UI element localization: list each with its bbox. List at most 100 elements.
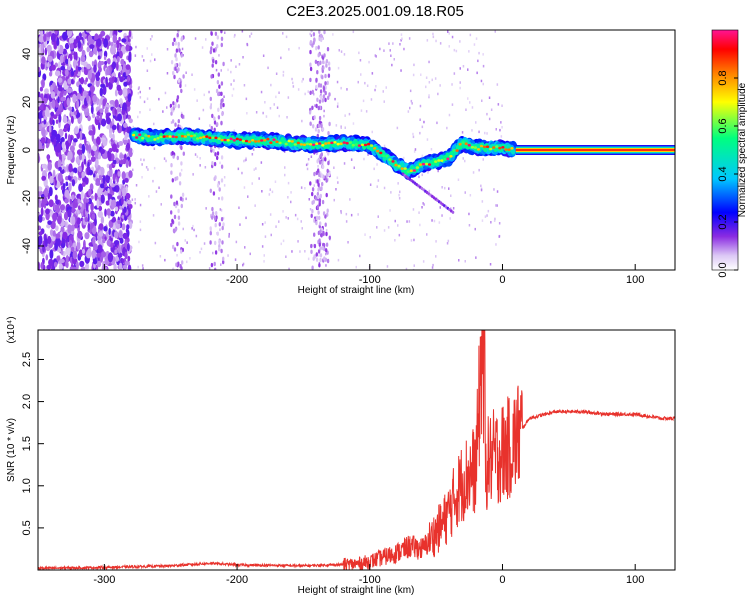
noise-blob — [318, 172, 321, 178]
noise-blob — [313, 115, 316, 120]
noise-blob — [97, 210, 104, 218]
noise-blob — [325, 264, 327, 267]
noise-blob — [119, 160, 125, 165]
noise-blob — [473, 43, 476, 46]
noise-blob — [87, 223, 91, 231]
noise-blob — [139, 203, 142, 207]
noise-blob — [201, 46, 204, 49]
noise-blob — [61, 141, 65, 149]
noise-blob — [96, 260, 102, 268]
noise-blob — [90, 202, 94, 212]
noise-blob — [309, 181, 312, 186]
noise-blob — [172, 267, 175, 270]
noise-blob — [235, 240, 238, 244]
noise-blob — [126, 224, 130, 230]
noise-blob — [343, 53, 346, 56]
noise-blob — [129, 84, 133, 90]
noise-blob — [191, 227, 193, 230]
noise-blob — [315, 220, 318, 226]
noise-blob — [428, 81, 431, 84]
noise-blob — [137, 265, 139, 269]
noise-blob — [111, 61, 117, 70]
noise-blob — [453, 72, 456, 75]
noise-blob — [174, 176, 177, 182]
signal-peak — [174, 135, 178, 139]
noise-blob — [317, 249, 321, 254]
noise-blob — [327, 151, 330, 156]
noise-blob — [307, 158, 310, 161]
noise-blob — [488, 96, 491, 99]
noise-blob — [164, 91, 167, 95]
noise-blob — [65, 181, 69, 187]
noise-blob — [271, 190, 274, 194]
noise-blob — [85, 143, 89, 151]
signal-peak — [363, 143, 368, 147]
noise-blob — [180, 161, 183, 166]
noise-blob — [352, 30, 355, 34]
noise-blob — [76, 132, 80, 140]
noise-blob — [328, 92, 331, 97]
noise-blob — [49, 175, 54, 184]
noise-blob — [220, 248, 223, 254]
noise-blob — [220, 178, 224, 183]
signal-peak — [189, 134, 194, 138]
noise-blob — [324, 222, 327, 227]
noise-blob — [180, 203, 183, 209]
noise-blob — [436, 121, 438, 125]
signal-peak — [290, 140, 294, 143]
noise-blob — [484, 215, 487, 218]
noise-blob — [42, 110, 45, 117]
noise-blob — [85, 250, 92, 259]
noise-blob — [314, 127, 318, 132]
noise-blob — [88, 188, 92, 197]
noise-blob — [249, 35, 251, 38]
noise-blob — [305, 163, 308, 167]
signal-branch — [451, 210, 455, 214]
noise-blob — [135, 184, 138, 187]
noise-blob — [152, 214, 155, 217]
noise-blob — [221, 196, 224, 201]
noise-blob — [109, 178, 113, 187]
signal-peak — [266, 137, 270, 141]
noise-blob — [78, 183, 83, 192]
noise-blob — [126, 75, 130, 83]
signal-peak — [156, 137, 160, 140]
noise-blob — [431, 219, 433, 222]
noise-blob — [200, 247, 203, 251]
noise-blob — [214, 60, 218, 65]
noise-blob — [213, 261, 216, 267]
noise-blob — [209, 105, 212, 110]
noise-blob — [282, 239, 285, 243]
x-tick-label: -200 — [226, 274, 248, 286]
noise-blob — [81, 49, 86, 57]
noise-blob — [323, 256, 326, 261]
noise-blob — [166, 48, 169, 51]
noise-blob — [287, 196, 289, 199]
noise-blob — [435, 39, 437, 43]
noise-blob — [241, 171, 243, 175]
noise-blob — [459, 86, 461, 90]
noise-blob — [285, 216, 287, 219]
noise-blob — [81, 248, 86, 254]
noise-blob — [123, 81, 128, 87]
noise-blob — [102, 238, 106, 244]
noise-blob — [228, 235, 230, 238]
noise-blob — [146, 69, 149, 72]
noise-blob — [90, 195, 94, 200]
noise-blob — [326, 168, 329, 174]
noise-blob — [398, 197, 401, 200]
noise-blob — [310, 243, 313, 249]
noise-blob — [400, 69, 402, 72]
noise-blob — [123, 206, 127, 213]
noise-blob — [327, 131, 330, 136]
noise-blob — [222, 61, 225, 67]
noise-blob — [112, 159, 117, 165]
signal-peak — [278, 141, 282, 145]
noise-blob — [122, 264, 128, 270]
noise-blob — [69, 239, 73, 248]
noise-blob — [175, 102, 177, 105]
noise-blob — [396, 126, 399, 130]
noise-blob — [452, 207, 455, 210]
signal-peak — [504, 148, 508, 151]
